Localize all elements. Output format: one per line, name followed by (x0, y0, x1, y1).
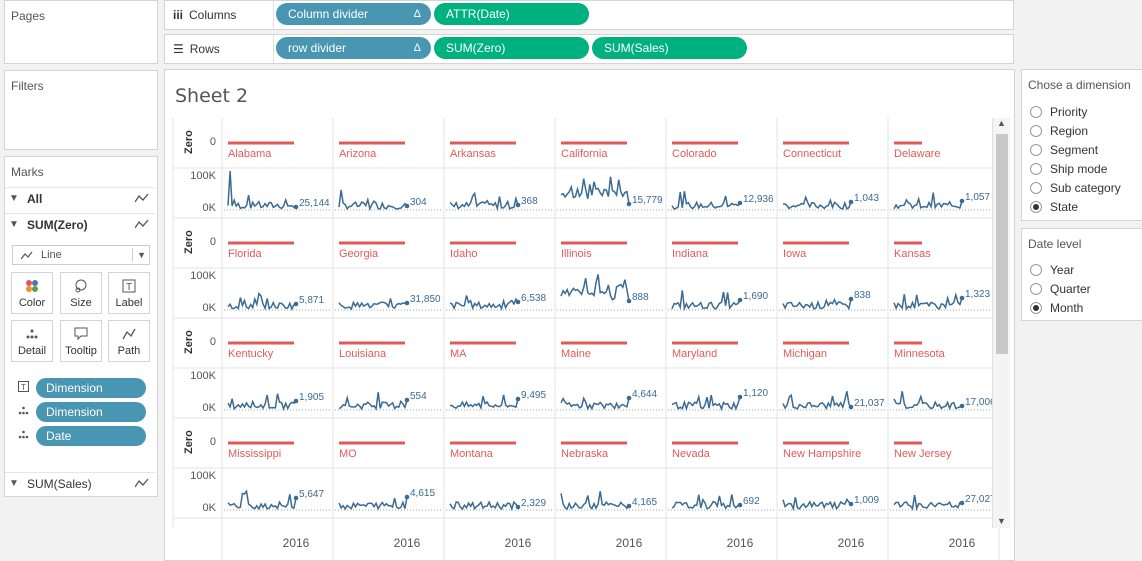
scrollbar-thumb[interactable] (996, 134, 1008, 354)
marks-title: Marks (11, 165, 44, 179)
detail-icon (12, 327, 52, 341)
size-button[interactable]: Size (60, 272, 102, 314)
column-divider-pill[interactable]: Column divider Δ (276, 3, 431, 25)
radio-circle (1030, 125, 1042, 137)
mark-type-dropdown[interactable]: Line ▼ (12, 245, 150, 265)
chevron-down-icon: ▼ (9, 478, 19, 489)
svg-text:T: T (21, 383, 26, 392)
sheet-title: Sheet 2 (175, 85, 249, 107)
path-label: Path (117, 345, 141, 357)
field-date-detail[interactable]: Date (36, 426, 146, 446)
vertical-scrollbar[interactable]: ▲ ▼ (992, 118, 1010, 528)
columns-icon: iii (173, 8, 184, 22)
pages-title: Pages (11, 9, 46, 23)
path-icon (109, 327, 149, 341)
radio-circle-selected (1030, 201, 1042, 213)
marks-sum-zero-row[interactable]: ▼ SUM(Zero) (5, 213, 155, 235)
filters-card[interactable]: Filters (4, 70, 158, 150)
delta-icon: Δ (413, 8, 421, 20)
label-label: Label (115, 297, 143, 309)
size-icon (61, 279, 101, 293)
chevron-down-icon: ▼ (9, 193, 19, 204)
line-mark-icon (135, 478, 149, 488)
field-dimension-detail[interactable]: Dimension (36, 402, 146, 422)
dimension-parameter-title: Chose a dimension (1028, 78, 1131, 92)
date-level-parameter-card: Date level Year Quarter Month (1021, 228, 1142, 321)
radio-circle (1030, 283, 1042, 295)
tooltip-icon (61, 327, 101, 341)
marks-all-row[interactable]: ▼ All (5, 187, 155, 209)
pages-card: Pages (4, 0, 158, 64)
columns-shelf-label: iii Columns (173, 8, 237, 22)
attr-date-pill[interactable]: ATTR(Date) (434, 3, 589, 25)
delta-icon: Δ (413, 42, 421, 54)
marks-sum-sales-label: SUM(Sales) (27, 477, 92, 491)
chevron-down-icon: ▼ (9, 219, 19, 230)
path-button[interactable]: Path (108, 320, 150, 362)
line-mark-icon (135, 193, 149, 203)
radio-circle (1030, 264, 1042, 276)
line-mark-icon (135, 219, 149, 229)
rows-icon: ☰ (173, 42, 184, 56)
sum-sales-pill[interactable]: SUM(Sales) (592, 37, 747, 59)
rows-shelf-label: ☰ Rows (173, 42, 220, 56)
date-level-title: Date level (1028, 237, 1082, 251)
scroll-down-icon[interactable]: ▼ (997, 516, 1006, 526)
radio-circle (1030, 106, 1042, 118)
marks-sum-zero-label: SUM(Zero) (27, 218, 88, 232)
color-button[interactable]: Color (11, 272, 53, 314)
mark-type-label: Line (41, 249, 62, 261)
line-mark-icon (21, 251, 33, 260)
color-label: Color (18, 297, 46, 309)
row-divider-pill[interactable]: row divider Δ (276, 37, 431, 59)
field-dimension-text[interactable]: Dimension (36, 378, 146, 398)
svg-text:T: T (126, 282, 132, 293)
sum-zero-pill[interactable]: SUM(Zero) (434, 37, 589, 59)
detail-icon (18, 429, 29, 443)
radio-circle (1030, 182, 1042, 194)
radio-circle-selected (1030, 302, 1042, 314)
sheet-view: Sheet 2 (164, 69, 1015, 561)
radio-circle (1030, 163, 1042, 175)
marks-all-label: All (27, 192, 43, 206)
detail-label: Detail (17, 345, 47, 357)
scroll-up-icon[interactable]: ▲ (997, 118, 1006, 128)
marks-sum-sales-row[interactable]: ▼ SUM(Sales) (5, 472, 155, 494)
tooltip-button[interactable]: Tooltip (60, 320, 102, 362)
label-icon: T (109, 279, 149, 293)
label-button[interactable]: T Label (108, 272, 150, 314)
detail-button[interactable]: Detail (11, 320, 53, 362)
detail-icon (18, 405, 29, 419)
radio-circle (1030, 144, 1042, 156)
text-icon: T (18, 381, 29, 395)
size-label: Size (70, 297, 92, 309)
chevron-down-icon: ▼ (132, 248, 146, 262)
dimension-parameter-card: Chose a dimension Priority Region Segmen… (1021, 69, 1142, 221)
tooltip-label: Tooltip (65, 345, 97, 357)
filters-title: Filters (11, 79, 44, 93)
color-icon (12, 279, 52, 293)
